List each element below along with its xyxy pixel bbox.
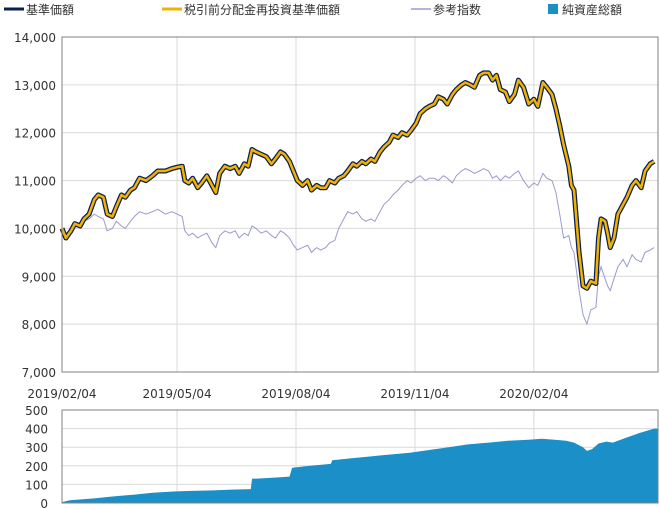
y-tick-label: 8,000 xyxy=(22,318,56,332)
x-tick-label: 2019/02/04 xyxy=(27,387,96,401)
legend-label: 税引前分配金再投資基準価額 xyxy=(184,2,340,17)
sub-y-tick-label: 500 xyxy=(25,404,48,418)
x-tick-label: 2020/02/04 xyxy=(499,387,568,401)
legend-item: 純資産総額 xyxy=(548,2,622,17)
x-tick-label: 2019/05/04 xyxy=(142,387,211,401)
legend-item: 基準価額 xyxy=(4,2,74,17)
legend-swatch xyxy=(548,4,558,14)
legend-label: 参考指数 xyxy=(433,2,481,17)
sub-y-tick-label: 200 xyxy=(25,460,48,474)
sub-y-tick-label: 300 xyxy=(25,441,48,455)
main-chart-lines xyxy=(59,70,656,326)
series-line-reference-index xyxy=(61,168,655,326)
x-tick-label: 2019/11/04 xyxy=(380,387,449,401)
sub-chart-frame xyxy=(61,409,659,504)
y-tick-label: 11,000 xyxy=(14,175,56,189)
sub-chart-area xyxy=(62,428,658,503)
x-tick-label: 2019/08/04 xyxy=(261,387,330,401)
y-tick-label: 9,000 xyxy=(22,270,56,284)
sub-y-axis: 500 400 300 200 100 0 xyxy=(25,404,48,508)
series-area-net-assets xyxy=(62,428,658,503)
legend-item: 税引前分配金再投資基準価額 xyxy=(162,2,340,17)
sub-y-tick-label: 0 xyxy=(40,497,48,508)
legend: 基準価額 税引前分配金再投資基準価額 参考指数 純資産総額 xyxy=(4,2,622,17)
y-tick-label: 12,000 xyxy=(14,127,56,141)
main-chart-frame xyxy=(61,36,659,373)
x-axis: 2019/02/04 2019/05/04 2019/08/04 2019/11/04… xyxy=(27,387,568,401)
sub-y-tick-label: 400 xyxy=(25,423,48,437)
main-y-axis: 14,000 13,000 12,000 11,000 10,000 9,000 8,000… xyxy=(14,31,56,380)
sub-y-tick-label: 100 xyxy=(25,478,48,492)
y-tick-label: 10,000 xyxy=(14,222,56,236)
legend-label: 基準価額 xyxy=(26,2,74,17)
y-tick-label: 14,000 xyxy=(14,31,56,45)
main-chart-grid xyxy=(61,36,658,373)
legend-label: 純資産総額 xyxy=(562,2,622,17)
y-tick-label: 13,000 xyxy=(14,79,56,93)
legend-item: 参考指数 xyxy=(411,2,481,17)
series-line-reinvested-nav xyxy=(60,71,655,290)
y-tick-label: 7,000 xyxy=(22,366,56,380)
